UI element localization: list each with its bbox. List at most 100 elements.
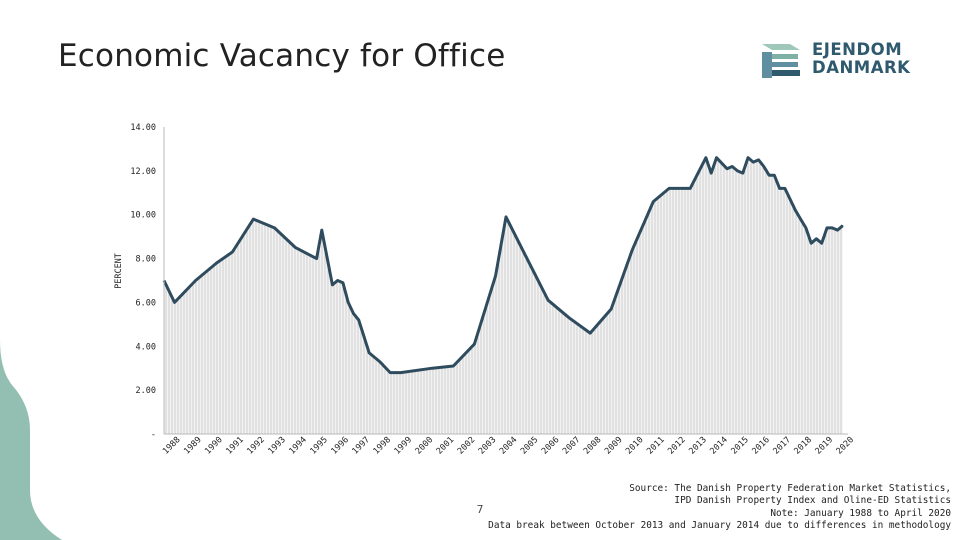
- data-point: [631, 249, 633, 251]
- x-tick-label: 2002: [456, 435, 478, 457]
- data-point: [831, 227, 833, 229]
- data-point: [826, 227, 828, 229]
- data-point: [800, 218, 802, 220]
- data-point: [294, 247, 297, 249]
- x-tick-label: 2013: [687, 435, 709, 457]
- data-point: [705, 157, 707, 159]
- x-tick-label: 2011: [645, 435, 667, 457]
- data-point: [652, 201, 654, 203]
- x-tick-label: 1992: [245, 435, 267, 457]
- y-axis-label: PERCENT: [114, 253, 124, 289]
- logo-line-2: DANMARK: [812, 58, 911, 77]
- data-point: [526, 258, 528, 260]
- y-tick-label: 14.00: [130, 123, 156, 133]
- x-tick-label: 2006: [540, 435, 562, 457]
- data-point: [216, 262, 218, 264]
- data-point: [726, 168, 728, 170]
- data-point: [352, 312, 354, 314]
- data-point: [742, 172, 744, 174]
- data-point: [347, 301, 349, 303]
- data-point: [710, 172, 712, 174]
- series-area: [164, 157, 843, 434]
- x-tick-label: 1988: [161, 435, 183, 457]
- data-point: [231, 251, 233, 253]
- x-tick-label: 2009: [603, 435, 625, 457]
- data-point: [731, 165, 733, 168]
- x-tick-label: 2003: [477, 435, 499, 457]
- data-point: [810, 242, 812, 244]
- data-point: [758, 159, 760, 161]
- x-tick-label: 2001: [435, 435, 457, 457]
- y-tick-label: 4.00: [136, 342, 156, 352]
- data-point: [715, 157, 718, 159]
- x-tick-label: 1998: [372, 435, 394, 457]
- x-tick-label: 2019: [814, 435, 836, 457]
- y-tick-label: -: [151, 430, 156, 440]
- x-tick-label: 2012: [666, 435, 688, 457]
- x-tick-label: 2014: [708, 435, 730, 457]
- x-tick-label: 2020: [835, 435, 857, 457]
- data-point: [547, 299, 549, 301]
- data-point: [331, 284, 333, 286]
- data-point: [747, 157, 749, 159]
- data-point: [342, 282, 344, 284]
- logo-line-1: EJENDOM: [812, 40, 903, 59]
- data-point: [815, 238, 818, 240]
- data-point: [379, 361, 381, 363]
- logo-wordmark: EJENDOM DANMARK: [812, 41, 910, 77]
- source-line: IPD Danish Property Index and Oline-ED S…: [674, 495, 951, 507]
- data-point: [842, 225, 844, 227]
- x-tick-label: 1996: [329, 435, 351, 457]
- y-tick-label: 10.00: [130, 211, 156, 221]
- data-point: [668, 187, 670, 189]
- page-number: 7: [476, 503, 484, 516]
- data-point: [389, 372, 391, 374]
- data-point: [773, 174, 775, 176]
- x-tick-label: 2017: [771, 435, 793, 457]
- data-point: [805, 227, 807, 229]
- data-point: [784, 187, 786, 189]
- data-point: [452, 365, 454, 367]
- data-point: [195, 279, 197, 282]
- x-tick-label: 1993: [266, 435, 288, 457]
- x-tick-label: 2000: [414, 435, 436, 457]
- x-tick-label: 1990: [203, 435, 225, 457]
- x-tick-label: 2015: [729, 435, 751, 457]
- logo-mark-icon: [762, 44, 800, 78]
- x-tick-label: 2007: [561, 435, 583, 457]
- data-point: [321, 229, 323, 231]
- x-tick-label: 2005: [519, 435, 541, 457]
- source-line: Note: January 1988 to April 2020: [770, 507, 951, 519]
- data-point: [358, 319, 360, 321]
- page-title: Economic Vacancy for Office: [58, 38, 506, 74]
- data-point: [400, 372, 402, 374]
- data-point: [368, 352, 370, 354]
- x-tick-label: 1994: [287, 435, 309, 457]
- axes: - 2.00 4.00 6.00 8.00 10.00 12.00 14.00 1988 1989…: [130, 123, 856, 457]
- x-tick-label: 2004: [498, 435, 520, 457]
- data-point: [768, 174, 770, 176]
- source-note: Source: The Danish Property Federation M…: [488, 483, 951, 532]
- source-line: Source: The Danish Property Federation M…: [629, 483, 951, 494]
- data-point: [431, 367, 433, 369]
- y-tick-label: 6.00: [136, 298, 156, 308]
- data-point: [337, 279, 339, 282]
- data-point: [779, 187, 781, 189]
- plot-area: [162, 127, 848, 434]
- x-tick-label: 1989: [182, 435, 204, 457]
- data-point: [494, 275, 497, 277]
- data-point: [752, 161, 754, 163]
- data-point: [473, 343, 475, 345]
- data-point: [794, 209, 797, 211]
- data-point: [821, 242, 823, 244]
- data-point: [836, 229, 839, 231]
- source-line: Data break between October 2013 and Janu…: [488, 519, 951, 531]
- x-tick-label: 2008: [582, 435, 604, 457]
- x-tick-label: 2018: [792, 435, 814, 457]
- data-point: [763, 165, 765, 168]
- data-point: [252, 218, 254, 220]
- data-point: [273, 227, 276, 229]
- x-tick-label: 1995: [308, 435, 330, 457]
- y-tick-label: 12.00: [130, 167, 156, 177]
